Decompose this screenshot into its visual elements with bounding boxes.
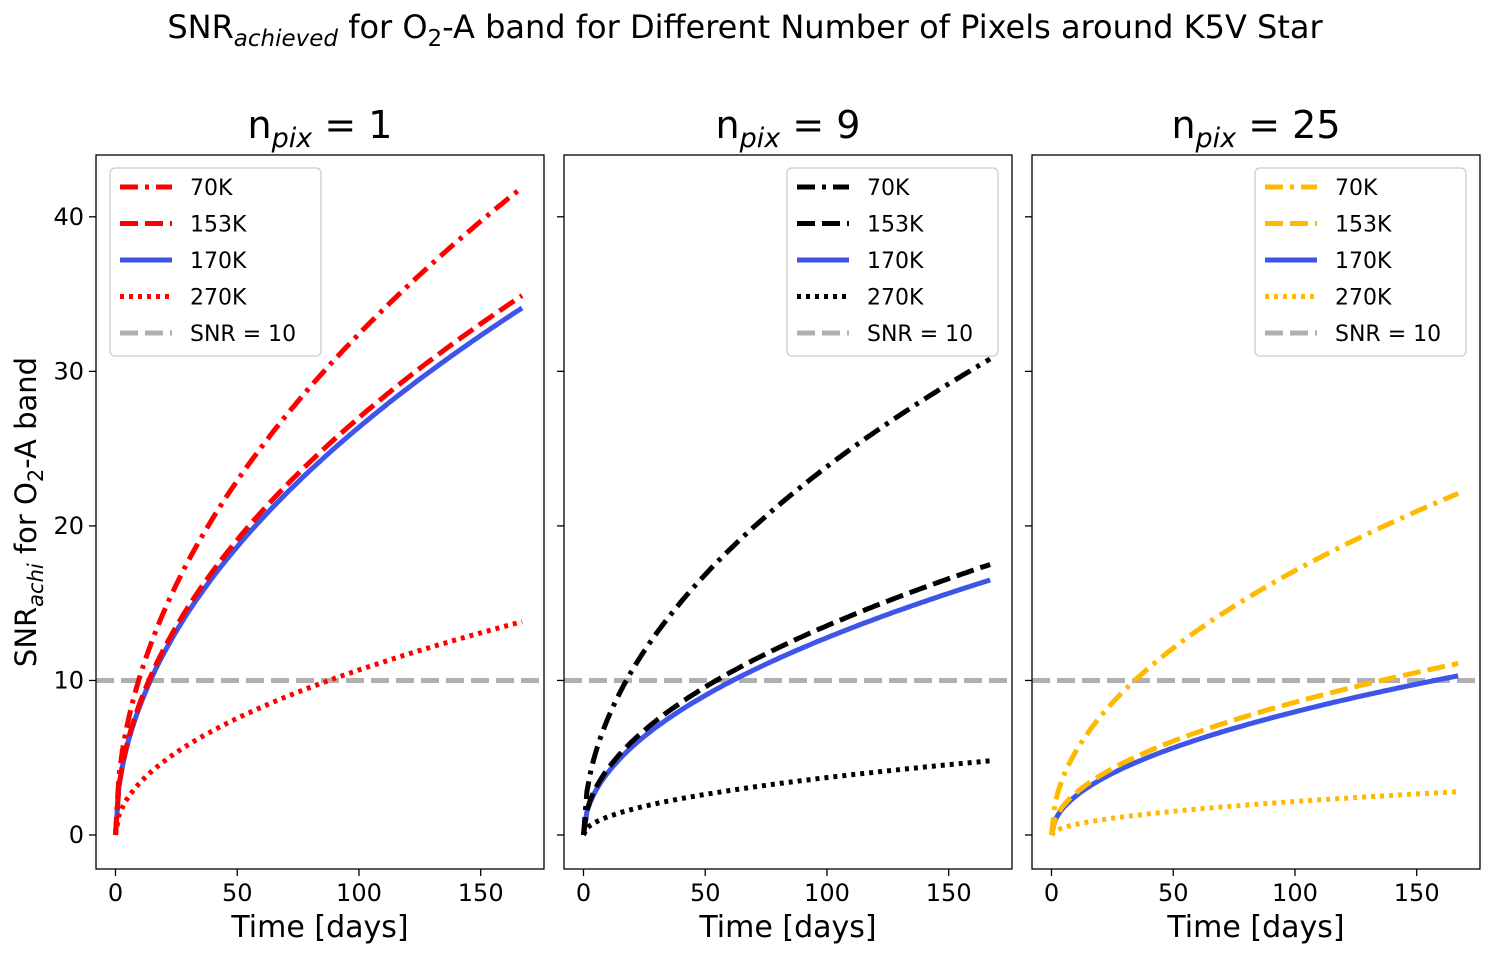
figure-title-subscript: achieved xyxy=(234,26,339,52)
panel-title-main: n xyxy=(716,103,740,147)
legend-box xyxy=(1254,167,1467,357)
series-line-270k xyxy=(581,758,991,837)
figure-title-part: for O xyxy=(338,8,428,46)
legend-label: SNR = 10 xyxy=(867,322,973,347)
legend-label: 153K xyxy=(1335,213,1392,238)
y-axis-label-subscript: achi xyxy=(24,563,48,607)
x-axis-label: Time [days] xyxy=(230,910,408,945)
x-tick-label: 150 xyxy=(1394,879,1440,907)
series-line-153k xyxy=(113,293,524,836)
legend-label: 270K xyxy=(190,286,247,311)
legend-label: 153K xyxy=(867,213,924,238)
y-tick-label: 0 xyxy=(69,821,84,849)
y-axis-label-main: SNR xyxy=(9,607,43,667)
panel-3: npix = 25 0 50 100 150 Time [days] 70K 153K 170K… xyxy=(1025,103,1481,945)
x-tick-label: 50 xyxy=(222,879,253,907)
series-line-270k xyxy=(113,619,523,836)
x-axis-label: Time [days] xyxy=(698,910,876,945)
x-tick-label: 0 xyxy=(1044,879,1059,907)
series-line-70k xyxy=(1049,491,1460,836)
series-line-270k xyxy=(1049,789,1459,837)
plot-frame xyxy=(1031,154,1481,870)
x-tick-label: 100 xyxy=(336,879,382,907)
y-axis-label-part: for O xyxy=(9,482,43,563)
legend-label: 70K xyxy=(1335,176,1378,201)
series-line-170k xyxy=(1049,673,1459,836)
y-axis-label: SNRachi for O2-A band xyxy=(9,357,48,667)
legend-label: 170K xyxy=(1335,249,1392,274)
panel-1: npix = 1 0 50 100 150 0 10 20 30 40 Time [days] 70K… xyxy=(53,103,545,945)
legend: 70K 153K 170K 270K SNR = 10 xyxy=(786,167,999,357)
legend-label: 270K xyxy=(867,286,924,311)
panel-title-rest: = 9 xyxy=(780,103,860,147)
x-tick-label: 50 xyxy=(690,879,721,907)
series-line-170k xyxy=(113,305,524,836)
x-tick-label: 0 xyxy=(576,879,591,907)
legend-label: SNR = 10 xyxy=(190,322,296,347)
x-tick-label: 150 xyxy=(458,879,504,907)
figure-title-part-2: -A band for Different Number of Pixels a… xyxy=(442,8,1323,46)
legend: 70K 153K 170K 270K SNR = 10 xyxy=(1254,167,1467,357)
series-line-153k xyxy=(1049,661,1459,836)
legend-label: 170K xyxy=(190,249,247,274)
panel-title-subscript: pix xyxy=(739,123,782,154)
y-tick-label: 20 xyxy=(53,512,84,540)
panel-title: npix = 1 xyxy=(248,103,393,154)
legend-box xyxy=(786,167,999,357)
panel-title: npix = 9 xyxy=(716,103,861,154)
panel-2: npix = 9 0 50 100 150 Time [days] 70K 153K 170K 2… xyxy=(557,103,1013,945)
plot-frame xyxy=(563,154,1013,870)
panel-title-subscript: pix xyxy=(271,123,314,154)
panel-title-subscript: pix xyxy=(1195,123,1238,154)
panel-title: npix = 25 xyxy=(1171,103,1340,154)
x-tick-label: 50 xyxy=(1158,879,1189,907)
figure-title-main: SNR xyxy=(167,8,233,46)
legend-box xyxy=(109,167,322,357)
y-tick-label: 30 xyxy=(53,357,84,385)
y-axis-label-part-2: -A band xyxy=(9,357,43,469)
figure-title-subscript-2: 2 xyxy=(428,26,443,52)
panel-title-main: n xyxy=(248,103,272,147)
x-axis-label: Time [days] xyxy=(1166,910,1344,945)
x-tick-label: 150 xyxy=(926,879,972,907)
y-tick-label: 40 xyxy=(53,203,84,231)
panel-title-main: n xyxy=(1171,103,1195,147)
legend-label: SNR = 10 xyxy=(1335,322,1441,347)
panel-title-rest: = 25 xyxy=(1236,103,1340,147)
legend: 70K 153K 170K 270K SNR = 10 xyxy=(109,167,322,357)
x-tick-label: 0 xyxy=(108,879,123,907)
legend-label: 270K xyxy=(1335,286,1392,311)
y-axis-label-subscript-2: 2 xyxy=(24,469,48,482)
legend-label: 70K xyxy=(867,176,910,201)
x-tick-label: 100 xyxy=(804,879,850,907)
panel-title-rest: = 1 xyxy=(312,103,392,147)
legend-label: 170K xyxy=(867,249,924,274)
plot-frame xyxy=(95,154,545,870)
series-line-170k xyxy=(581,577,991,836)
legend-label: 70K xyxy=(190,176,233,201)
series-line-70k xyxy=(581,356,992,836)
y-tick-label: 10 xyxy=(53,666,84,694)
legend-label: 153K xyxy=(190,213,247,238)
series-line-70k xyxy=(113,185,524,836)
figure-title: SNRachieved for O2-A band for Different … xyxy=(167,8,1323,52)
x-tick-label: 100 xyxy=(1272,879,1318,907)
series-line-153k xyxy=(581,562,991,836)
